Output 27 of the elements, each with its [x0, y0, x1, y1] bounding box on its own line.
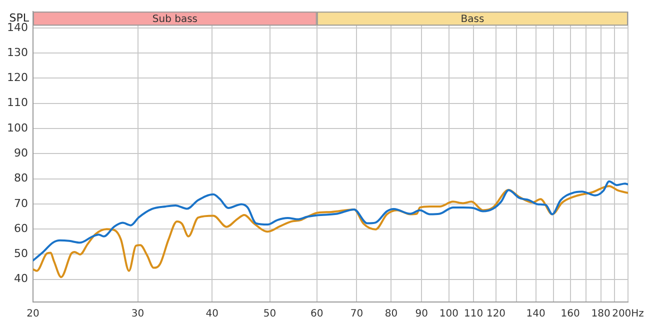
x-tick-label: 80	[384, 308, 398, 320]
x-tick-label: 140	[526, 308, 546, 320]
y-tick-label: 70	[14, 196, 28, 210]
x-tick-label: 160	[560, 308, 580, 320]
x-tick-label: 70	[350, 308, 364, 320]
x-tick-label: 110	[464, 308, 484, 320]
x-tick-label: 20	[26, 308, 40, 320]
x-tick-label: 90	[415, 308, 428, 320]
x-tick-label: 200Hz	[612, 308, 644, 320]
y-tick-label: 50	[14, 247, 28, 260]
band-label: Bass	[460, 14, 484, 26]
x-tick-label: 30	[131, 308, 144, 320]
x-tick-label: 40	[206, 308, 218, 320]
x-tick-label: 120	[486, 308, 506, 320]
y-tick-label: 40	[14, 272, 28, 286]
y-tick-label: 130	[6, 46, 28, 59]
y-tick-label: 60	[14, 222, 28, 235]
y-tick-label: 100	[6, 121, 28, 134]
y-tick-label: 80	[14, 172, 28, 185]
y-tick-label: 120	[6, 71, 28, 84]
y-tick-label: 110	[6, 96, 28, 110]
x-tick-label: 60	[310, 308, 324, 320]
x-tick-label: 50	[263, 308, 276, 320]
y-tick-label: 90	[14, 146, 28, 160]
x-tick-label: 180	[591, 308, 610, 320]
x-tick-label: 100	[439, 308, 458, 320]
band-label: Sub bass	[152, 14, 198, 26]
